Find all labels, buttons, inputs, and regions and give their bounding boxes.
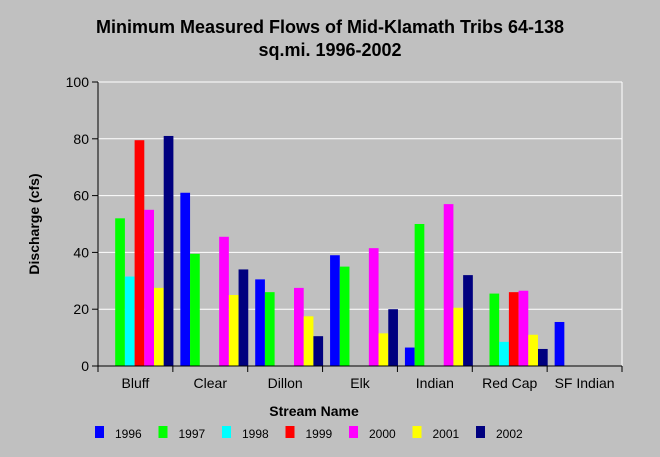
plot-area — [98, 82, 622, 366]
legend-item-1997: 1997 — [158, 426, 206, 441]
x-tick-label: Dillon — [268, 375, 303, 391]
y-axis-title: Discharge (cfs) — [26, 173, 42, 274]
legend-label: 2001 — [433, 427, 460, 441]
legend-label: 1996 — [115, 427, 142, 441]
bar-2000-dillon — [294, 287, 304, 366]
bar-1997-elk — [339, 266, 350, 366]
bar-1996-elk — [330, 255, 340, 366]
bar-1996-sf-indian — [554, 321, 565, 366]
x-tick-label: Red Cap — [482, 375, 537, 391]
legend-swatch — [95, 426, 104, 438]
x-tick-label: SF Indian — [555, 375, 615, 391]
bar-1996-indian — [404, 347, 415, 366]
chart-title-line-1: Minimum Measured Flows of Mid-Klamath Tr… — [96, 17, 564, 37]
y-axis: 0 20 40 60 80 100 — [66, 74, 98, 374]
y-tick-label: 20 — [73, 301, 89, 317]
x-tick-label: Indian — [416, 375, 454, 391]
legend-item-1998: 1998 — [222, 426, 269, 441]
x-tick-label: Bluff — [122, 375, 150, 391]
bar-2000-indian — [443, 204, 454, 366]
bar-2001-bluff — [154, 287, 164, 366]
x-tick-label: Elk — [350, 375, 370, 391]
legend-item-2001: 2001 — [412, 426, 460, 441]
bar-2002-indian — [463, 275, 473, 366]
bar-1999-bluff — [134, 140, 145, 366]
bar-2001-clear — [228, 295, 239, 366]
legend-label: 1998 — [242, 427, 269, 441]
plot-background — [98, 82, 622, 366]
bar-2002-elk — [388, 309, 398, 366]
bar-1997-dillon — [264, 292, 275, 366]
bar-2002-clear — [238, 269, 249, 366]
bar-2001-indian — [453, 307, 464, 366]
bar-2002-dillon — [313, 336, 324, 366]
bar-1997-red-cap — [489, 293, 500, 366]
legend-label: 1997 — [179, 427, 206, 441]
bar-2001-dillon — [303, 316, 314, 366]
bar-2001-red-cap — [528, 334, 538, 366]
y-tick-label: 40 — [73, 244, 89, 260]
x-tick-label: Clear — [194, 375, 228, 391]
legend-swatch — [476, 426, 485, 438]
bar-1997-indian — [414, 224, 425, 366]
x-axis-title: Stream Name — [269, 403, 359, 419]
legend-item-1996: 1996 — [95, 426, 142, 441]
bar-2000-elk — [368, 248, 379, 366]
bar-1996-clear — [180, 192, 191, 366]
legend-label: 1999 — [306, 427, 333, 441]
legend-swatch — [158, 426, 168, 438]
bar-1996-dillon — [255, 279, 265, 366]
bar-1997-bluff — [115, 218, 125, 366]
legend-item-2002: 2002 — [476, 426, 523, 441]
bar-2002-red-cap — [537, 348, 548, 366]
bar-2000-bluff — [144, 209, 154, 366]
x-axis: Bluff Clear Dillon Elk Indian Red Cap SF India… — [97, 366, 623, 391]
bar-2001-elk — [378, 333, 389, 366]
legend: 1996 1997 1998 1999 2000 2001 2002 — [95, 426, 523, 441]
legend-item-2000: 2000 — [349, 426, 396, 441]
chart-title-line-2: sq.mi. 1996-2002 — [258, 40, 401, 60]
legend-swatch — [285, 426, 295, 438]
y-tick-label: 0 — [81, 358, 89, 374]
plot-frame — [97, 81, 623, 367]
bar-1999-red-cap — [508, 292, 519, 366]
bar-2000-clear — [219, 236, 229, 366]
legend-swatch — [349, 426, 358, 438]
bar-1997-clear — [190, 253, 200, 366]
legend-swatch — [412, 426, 422, 438]
legend-label: 2000 — [369, 427, 396, 441]
bar-1998-red-cap — [499, 341, 509, 366]
y-tick-label: 100 — [66, 74, 90, 90]
bars — [115, 135, 565, 366]
bar-2000-red-cap — [518, 290, 529, 366]
legend-swatch — [222, 426, 231, 438]
legend-label: 2002 — [496, 427, 523, 441]
y-tick-label: 80 — [73, 131, 89, 147]
legend-item-1999: 1999 — [285, 426, 333, 441]
y-tick-label: 60 — [73, 188, 89, 204]
bar-2002-bluff — [163, 135, 174, 366]
bar-1998-bluff — [124, 276, 135, 366]
